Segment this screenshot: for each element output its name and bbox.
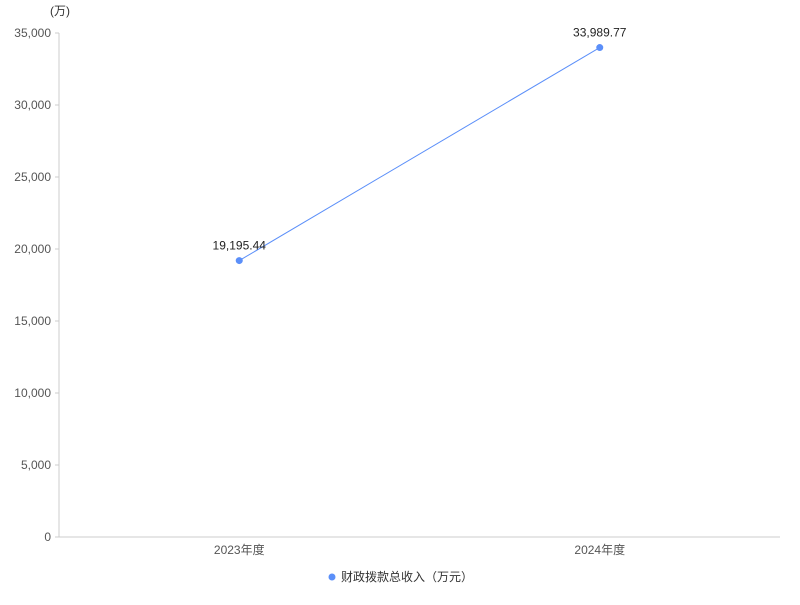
y-tick-label: 10,000 <box>14 386 51 400</box>
data-point[interactable] <box>235 257 243 265</box>
series-line <box>238 47 601 262</box>
legend-marker <box>328 573 336 581</box>
y-tick-label: 25,000 <box>14 170 51 184</box>
y-tick-label: 30,000 <box>14 98 51 112</box>
y-tick-label: 0 <box>44 530 51 544</box>
y-axis-unit: (万) <box>50 4 70 18</box>
legend-label: 财政拨款总收入（万元） <box>341 570 473 584</box>
y-tick-label: 15,000 <box>14 314 51 328</box>
x-tick-label: 2023年度 <box>214 542 265 557</box>
y-tick-label: 20,000 <box>14 242 51 256</box>
data-label: 19,195.44 <box>213 239 267 253</box>
y-tick-label: 5,000 <box>21 458 51 472</box>
data-label: 33,989.77 <box>573 26 627 40</box>
legend[interactable]: 财政拨款总收入（万元） <box>328 570 474 584</box>
y-tick-label: 35,000 <box>14 26 51 40</box>
x-tick-label: 2024年度 <box>574 542 625 557</box>
data-point[interactable] <box>596 44 604 52</box>
